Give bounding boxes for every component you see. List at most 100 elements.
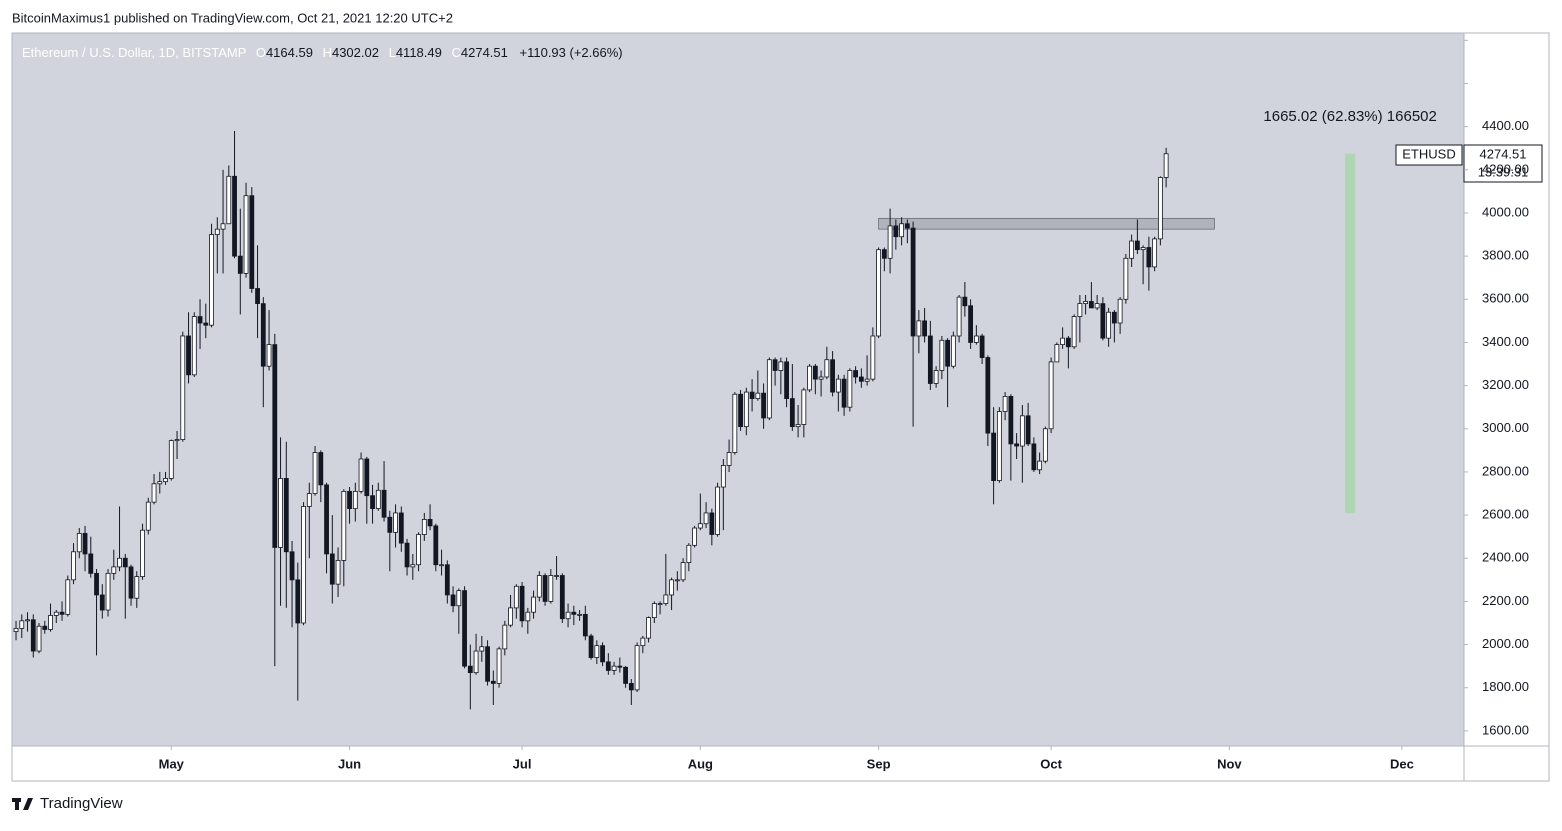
candle-body-up xyxy=(220,223,226,230)
candle-body-up xyxy=(554,575,559,577)
candle-body-down xyxy=(772,359,778,371)
candle-body-up xyxy=(1140,247,1146,251)
candle-body-up xyxy=(692,527,697,546)
candle-body-up xyxy=(1002,396,1008,412)
y-tick-label: 4600.00 xyxy=(1482,75,1529,90)
candle-body-down xyxy=(893,225,899,238)
candle-body-up xyxy=(1157,177,1163,240)
candle-body-down xyxy=(1088,301,1094,309)
candle-body-up xyxy=(1094,303,1100,309)
candle-body-up xyxy=(140,529,145,577)
y-tick-label: 4800.00 xyxy=(1482,32,1529,47)
candle-body-up xyxy=(180,335,186,440)
x-tick-label: Nov xyxy=(1217,756,1242,771)
candle-body-up xyxy=(226,175,232,225)
candle-body-down xyxy=(88,553,94,574)
candle-body-up xyxy=(1106,311,1112,339)
candle-body-down xyxy=(830,359,835,393)
candle-body-down xyxy=(749,391,755,399)
candle-body-down xyxy=(364,458,370,497)
candle-body-down xyxy=(249,195,255,289)
candle-body-down xyxy=(605,661,611,671)
candle-body-up xyxy=(134,576,140,599)
candle-body-up xyxy=(1123,257,1129,300)
candle-body-up xyxy=(611,665,617,671)
candle-body-up xyxy=(416,534,421,566)
candle-body-down xyxy=(761,392,766,419)
price-tag xyxy=(1463,144,1543,183)
candle-body-up xyxy=(732,393,738,453)
candle-body-down xyxy=(347,490,352,510)
candle-body-up xyxy=(715,486,720,535)
chart-frame xyxy=(11,32,1550,782)
logo-mark xyxy=(23,798,33,810)
candle-body-down xyxy=(904,223,910,229)
candle-body-up xyxy=(531,596,536,613)
y-tick-label: 3800.00 xyxy=(1482,248,1529,263)
candle-body-down xyxy=(1008,396,1014,445)
candle-body-up xyxy=(887,225,893,259)
candle-body-down xyxy=(600,645,605,663)
candle-body-down xyxy=(398,512,404,544)
candle-body-up xyxy=(577,613,582,616)
y-tick-label: 3600.00 xyxy=(1482,291,1529,306)
candle-body-up xyxy=(956,296,962,337)
candle-body-down xyxy=(1025,415,1031,445)
candle-body-up xyxy=(525,611,531,622)
countdown: 13:39:31 xyxy=(1478,164,1529,179)
y-tick-label: 3200.00 xyxy=(1482,377,1529,392)
candle-body-up xyxy=(939,339,945,371)
candle-body-up xyxy=(674,579,680,582)
candle-body-up xyxy=(1129,240,1135,259)
candle-body-up xyxy=(375,489,381,510)
candle-body-down xyxy=(1146,247,1152,268)
candle-body-down xyxy=(433,525,439,566)
candle-body-down xyxy=(467,665,473,674)
candle-body-down xyxy=(1031,443,1037,471)
candle-body-up xyxy=(117,557,122,568)
candle-body-up xyxy=(1083,301,1089,305)
candle-body-up xyxy=(657,603,663,605)
candle-body-down xyxy=(542,575,548,602)
candle-body-up xyxy=(439,564,444,567)
candle-body-up xyxy=(755,392,761,399)
candle-body-down xyxy=(329,553,335,585)
candle-body-up xyxy=(105,572,111,611)
candle-body-down xyxy=(99,594,105,611)
candle-body-up xyxy=(157,481,163,485)
candle-body-up xyxy=(766,359,772,419)
y-tick-label: 3000.00 xyxy=(1482,420,1529,435)
candle-body-up xyxy=(513,585,519,609)
x-tick-label: Oct xyxy=(1040,756,1062,771)
candle-body-up xyxy=(36,625,42,652)
y-tick-label: 4000.00 xyxy=(1482,204,1529,219)
change-value: +110.93 (+2.66%) xyxy=(520,45,623,60)
candle-body-up xyxy=(214,228,220,235)
measure-label: 1665.02 (62.83%) 166502 xyxy=(1263,108,1436,125)
candle-body-down xyxy=(94,572,99,596)
candle-body-up xyxy=(594,645,600,658)
candle-body-up xyxy=(174,439,180,442)
low-value: 4118.49 xyxy=(396,45,442,60)
candle-body-down xyxy=(1014,443,1020,447)
candle-body-down xyxy=(260,303,266,367)
candle-body-down xyxy=(122,557,128,568)
candle-body-down xyxy=(1111,311,1117,324)
candle-body-down xyxy=(289,551,295,581)
candle-body-up xyxy=(835,378,841,393)
candle-body-up xyxy=(1163,153,1169,178)
candle-body-up xyxy=(824,359,830,378)
candle-body-down xyxy=(881,249,887,259)
candle-body-down xyxy=(197,316,203,324)
candle-body-down xyxy=(985,357,991,434)
candle-body-up xyxy=(720,465,726,488)
x-tick-label: May xyxy=(159,756,185,771)
candle-body-down xyxy=(237,255,243,274)
legend-line: Ethereum / U.S. Dollar, 1D, BITSTAMP O41… xyxy=(22,45,623,60)
candle-body-down xyxy=(789,398,795,428)
candle-body-down xyxy=(30,619,36,652)
candle-body-up xyxy=(301,506,306,624)
tradingview-logo xyxy=(12,798,33,810)
